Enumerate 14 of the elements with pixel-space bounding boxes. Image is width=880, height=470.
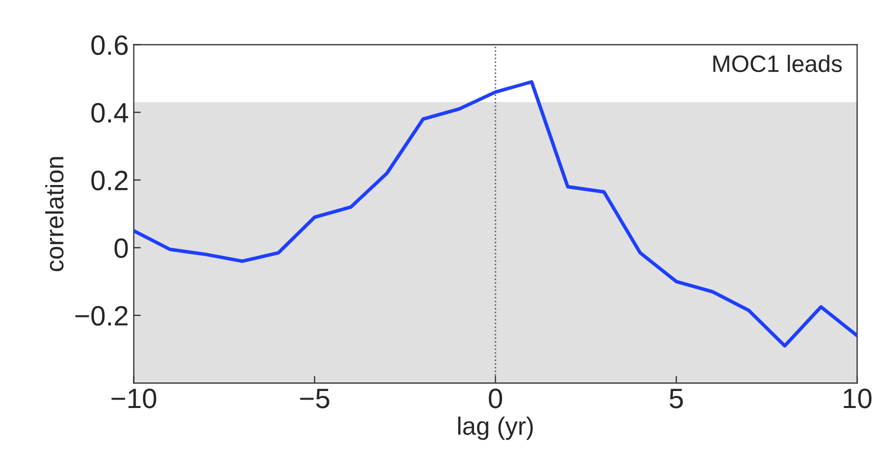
y-tick-label: 0.4	[91, 103, 128, 123]
y-axis-title: correlation	[45, 157, 64, 272]
x-tick-label: −5	[300, 388, 330, 408]
y-tick-label: 0.2	[91, 170, 128, 190]
line-series	[134, 80, 858, 348]
y-tick-label: 0	[114, 238, 128, 258]
annotation: MOC1 leads	[713, 54, 842, 72]
x-tick-label: 5	[670, 388, 683, 408]
x-tick-label: −10	[112, 388, 156, 408]
x-axis-title: lag (yr)	[458, 416, 533, 440]
x-tick-label: 10	[844, 388, 872, 408]
x-tick-label: 0	[488, 388, 502, 408]
y-tick-label: −0.2	[75, 306, 128, 326]
y-tick-label: 0.6	[91, 35, 128, 55]
